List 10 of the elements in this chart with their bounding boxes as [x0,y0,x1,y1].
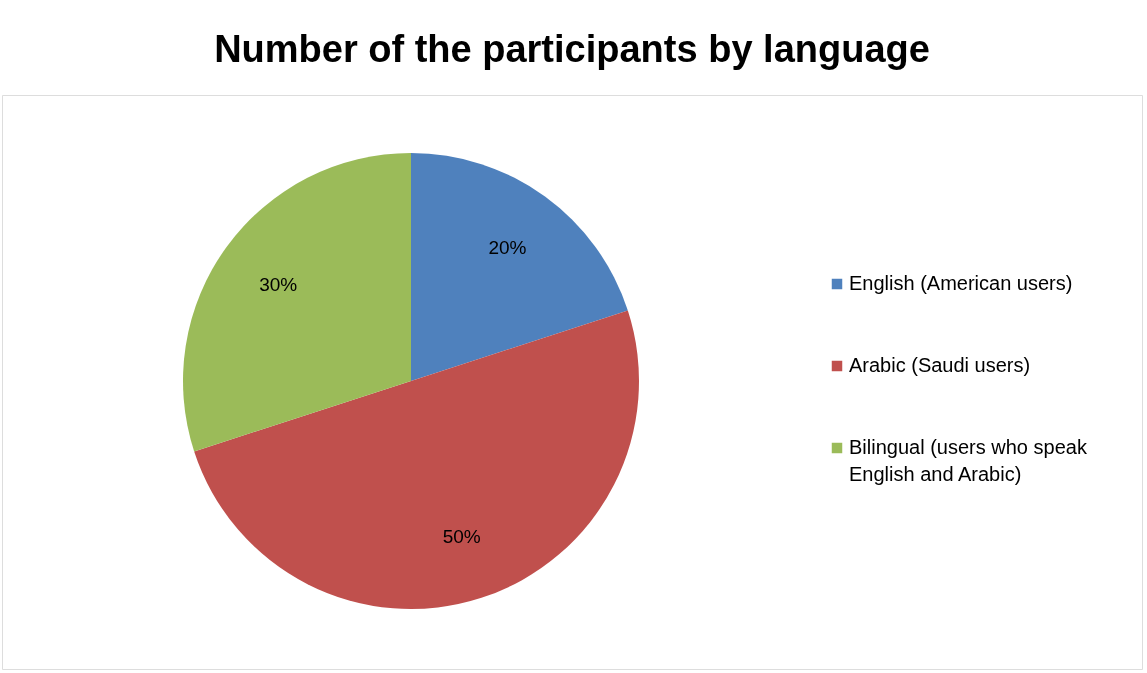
legend-label: Bilingual (users who speak English and Arabic) [849,436,1088,485]
chart-title: Number of the participants by language [214,28,930,70]
data-label: 50% [442,526,481,548]
pie-slice [411,153,628,381]
pie-slice [194,310,639,609]
pie-slice [183,153,411,452]
data-label: 20% [488,237,527,259]
legend-label: Arabic (Saudi users) [849,354,1031,376]
data-label: 30% [259,273,298,295]
legend-label: English (American users) [849,272,1073,294]
